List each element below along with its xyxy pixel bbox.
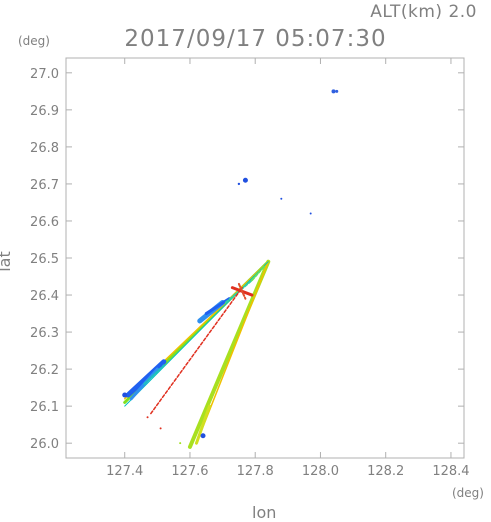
x-tick-label: 128.2 [367, 464, 404, 479]
echo-segment [194, 404, 212, 445]
chart-title-timestamp: 2017/09/17 05:07:30 [124, 26, 387, 52]
y-tick-label: 26.8 [30, 141, 59, 156]
y-tick-label: 26.6 [30, 215, 59, 230]
altitude-label: ALT(km) 2.0 [370, 2, 477, 22]
echo-point [179, 442, 182, 445]
radar-beam-line [124, 261, 269, 407]
y-tick-label: 26.2 [30, 363, 59, 378]
echo-point [309, 212, 312, 215]
x-tick-label: 127.8 [237, 464, 274, 479]
echo-segment [143, 364, 165, 385]
echo-point [200, 433, 206, 439]
y-tick-label: 26.0 [30, 437, 59, 452]
echo-point [331, 89, 336, 94]
x-tick-label: 128.0 [302, 464, 339, 479]
y-tick-label: 27.0 [30, 67, 59, 82]
x-tick-label: 127.6 [171, 464, 208, 479]
echo-segment [150, 286, 243, 415]
echo-segment [204, 297, 231, 316]
y-tick-label: 26.7 [30, 178, 59, 193]
y-tick-label: 26.4 [30, 289, 59, 304]
y-axis-ticks: 26.0 26.1 26.2 26.3 26.4 26.5 26.6 26.7 26.8 26.9… [30, 67, 464, 452]
y-tick-label: 26.3 [30, 326, 59, 341]
echo-point [237, 182, 241, 186]
y-tick-label: 26.9 [30, 104, 59, 119]
radar-echo-marks [122, 89, 339, 449]
echo-point [159, 427, 162, 430]
echo-point [122, 392, 128, 398]
echo-point [146, 416, 149, 419]
x-axis-unit: (deg) [452, 486, 484, 500]
echo-point [242, 177, 248, 183]
y-axis-unit: (deg) [18, 34, 50, 48]
x-axis-ticks: 127.4 127.6 127.8 128.0 128.2 128.4 [106, 58, 470, 479]
echo-segment [125, 359, 167, 398]
echo-point [280, 197, 283, 200]
x-axis-title: lon [252, 503, 277, 522]
echo-segment [237, 282, 247, 300]
x-tick-label: 127.4 [106, 464, 143, 479]
y-tick-label: 26.5 [30, 252, 59, 267]
echo-point [335, 89, 339, 93]
echo-segment [250, 264, 266, 282]
x-tick-label: 128.4 [432, 464, 469, 479]
radar-beam-line [187, 259, 271, 449]
y-tick-label: 26.1 [30, 400, 59, 415]
